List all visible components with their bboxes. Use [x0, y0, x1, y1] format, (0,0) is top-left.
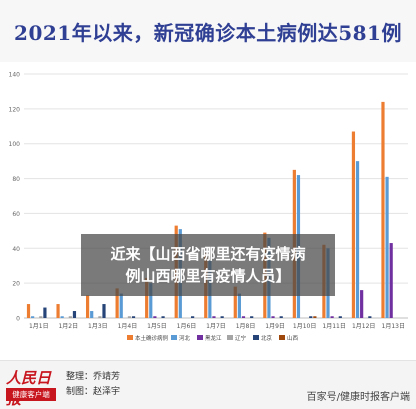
bar-1	[351, 131, 356, 318]
x-tick-label: 1月12日	[352, 323, 375, 330]
y-tick-label: 120	[9, 106, 21, 113]
legend-label: 本土确诊病例	[135, 334, 169, 342]
bar-5	[368, 316, 372, 318]
x-tick-label: 1月9日	[265, 323, 285, 330]
bar-5	[161, 316, 165, 318]
x-tick-label: 1月1日	[29, 323, 49, 330]
bar-2	[31, 316, 35, 318]
bar-1	[115, 288, 119, 318]
bar-5	[131, 316, 136, 318]
publisher-logo: 人民日报 健康客户端	[6, 367, 56, 408]
legend-label: 辽宁	[235, 334, 247, 342]
y-tick-label: 80	[12, 176, 20, 183]
bar-1	[85, 295, 90, 318]
bar-4	[98, 316, 102, 318]
bar-2	[149, 283, 153, 318]
bar-5	[43, 307, 47, 318]
bar-5	[191, 316, 195, 318]
y-tick-label: 140	[9, 72, 21, 79]
y-tick-label: 60	[12, 211, 20, 218]
source-watermark: 百家号/健康时报客户端	[306, 392, 410, 403]
bar-2	[237, 293, 241, 318]
bar-2	[90, 311, 94, 318]
bar-1	[381, 101, 385, 318]
bar-1	[26, 304, 31, 318]
legend-label: 河北	[179, 334, 191, 342]
overlay-line-1: 近来【山西省哪里还有疫情病	[110, 245, 306, 263]
legend-swatch	[197, 335, 203, 340]
legend-label: 黑龙江	[205, 334, 222, 342]
x-tick-label: 1月10日	[293, 323, 316, 330]
bar-5	[279, 316, 283, 318]
legend-label: 北京	[261, 334, 273, 342]
bar-3	[271, 316, 275, 318]
bar-5	[102, 304, 106, 318]
bar-2	[355, 161, 360, 318]
bar-2	[119, 293, 123, 318]
bar-4	[127, 316, 132, 318]
bar-2	[385, 176, 389, 318]
legend-swatch	[227, 335, 233, 340]
logo-subtitle: 健康客户端	[6, 388, 56, 401]
x-tick-label: 1月4日	[118, 323, 138, 330]
credits: 整理：乔靖芳 制图：赵泽宇	[66, 370, 120, 400]
x-tick-label: 1月6日	[177, 323, 197, 330]
footer: 人民日报 健康客户端 整理：乔靖芳 制图：赵泽宇 百家号/健康时报客户端	[0, 360, 416, 409]
y-tick-label: 0	[16, 316, 20, 323]
y-tick-label: 20	[12, 281, 20, 288]
x-tick-label: 1月8日	[236, 323, 256, 330]
bar-3	[330, 316, 334, 318]
y-tick-label: 40	[12, 246, 20, 253]
overlay-caption: 近来【山西省哪里还有疫情病 例山西哪里有疫情人员】	[81, 234, 335, 296]
bar-4	[68, 316, 72, 318]
bar-5	[72, 311, 77, 318]
headline-banner: 2021年以来，新冠确诊本土病例达581例	[0, 0, 416, 62]
x-tick-label: 1月11日	[322, 323, 345, 330]
bar-1	[56, 304, 60, 318]
bar-5	[220, 316, 224, 318]
bar-3	[389, 243, 393, 318]
overlay-line-2: 例山西哪里有疫情人员】	[125, 267, 291, 285]
x-tick-label: 1月3日	[88, 323, 108, 330]
bar-3	[241, 316, 246, 318]
bar-1	[233, 286, 237, 318]
legend-swatch	[279, 335, 285, 340]
bar-5	[309, 316, 313, 318]
bar-5	[338, 316, 342, 318]
bar-6	[313, 316, 317, 318]
bar-5	[250, 316, 254, 318]
x-tick-label: 1月13日	[382, 323, 405, 330]
x-tick-label: 1月5日	[147, 323, 167, 330]
x-tick-label: 1月7日	[206, 323, 226, 330]
x-tick-label: 1月2日	[58, 323, 78, 330]
designer-credit: 制图：赵泽宇	[66, 387, 121, 397]
bar-3	[212, 316, 216, 318]
chart-panel: 0 20 40 60 80 100 120 140 1月1日 1月2日 1月3日 1月4日 1月5日 1月…	[0, 62, 416, 360]
bar-3	[360, 290, 364, 318]
headline-title: 2021年以来，新冠确诊本土病例达581例	[14, 20, 402, 45]
editor-credit: 整理：乔靖芳	[66, 372, 121, 382]
bar-2	[60, 316, 64, 318]
legend-swatch	[127, 335, 133, 340]
bar-1	[145, 277, 149, 318]
y-tick-label: 100	[9, 141, 21, 148]
legend-label: 山西	[287, 334, 299, 342]
bar-3	[153, 316, 157, 318]
legend-swatch	[171, 335, 177, 340]
legend-swatch	[253, 335, 259, 340]
bar-4	[39, 316, 43, 318]
bar-chart: 0 20 40 60 80 100 120 140 1月1日 1月2日 1月3日 1月4日 1月5日 1月…	[9, 72, 408, 342]
